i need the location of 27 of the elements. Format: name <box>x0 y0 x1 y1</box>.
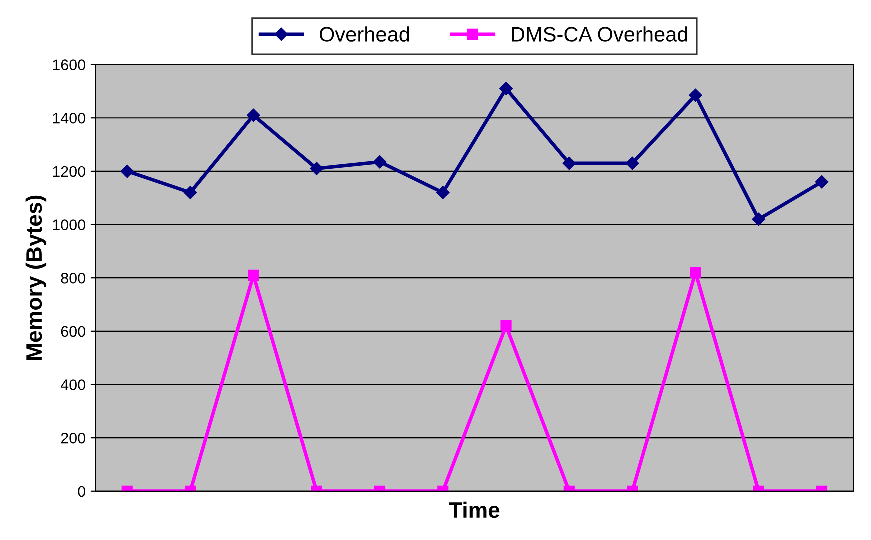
legend-label: Overhead <box>320 26 410 42</box>
y-tick-label: 1600 <box>53 60 86 70</box>
point <box>626 156 640 170</box>
point <box>436 186 450 200</box>
y-tick-label: 800 <box>61 272 86 284</box>
point <box>120 164 134 178</box>
point <box>373 156 387 169</box>
point <box>752 212 766 226</box>
point <box>562 156 576 170</box>
point <box>310 162 324 176</box>
y-tick-label: 0 <box>78 486 86 498</box>
point <box>248 270 260 281</box>
x-axis-title: Time <box>449 502 500 518</box>
point <box>500 82 513 96</box>
y-tick-label: 1200 <box>53 166 86 178</box>
y-tick-label: 1400 <box>53 112 86 124</box>
y-tick-label: 200 <box>61 432 86 444</box>
legend-label: DMS-CA Overhead <box>512 26 688 42</box>
y-tick-label: 400 <box>60 380 86 390</box>
point <box>247 108 260 122</box>
y-axis-title: Memory (Bytes) <box>26 196 47 360</box>
y-tick-label: 1000 <box>53 220 86 230</box>
point <box>689 88 702 102</box>
point <box>184 186 198 200</box>
point <box>815 176 829 189</box>
point <box>690 267 702 278</box>
y-tick-label: 600 <box>61 326 86 338</box>
